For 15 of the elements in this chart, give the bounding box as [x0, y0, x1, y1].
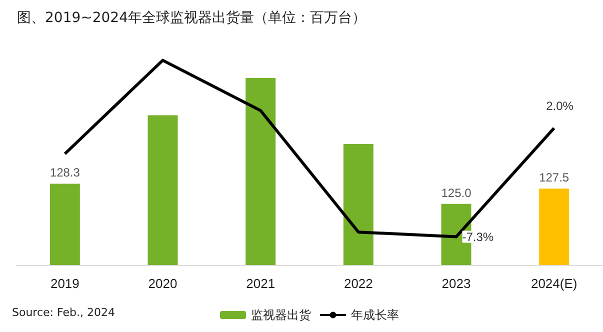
data-label: 125.0 [441, 186, 472, 200]
x-tick-label: 2024(E) [530, 276, 578, 291]
legend-label: 监视器出货 [251, 308, 311, 322]
data-label: 2.0% [546, 99, 574, 114]
data-label: 128.3 [50, 166, 80, 180]
x-tick-label: 2021 [246, 276, 276, 291]
source-note: Source: Feb., 2024 [12, 306, 115, 319]
chart-title: 图、2019~2024年全球监视器出货量（单位：百万台） [17, 10, 366, 26]
data-label: -7.3% [462, 230, 494, 244]
x-tick-label: 2023 [442, 276, 471, 291]
x-tick-label: 2020 [148, 276, 178, 291]
legend-label: 年成长率 [351, 308, 399, 322]
data-label: 127.5 [539, 170, 570, 185]
x-tick-label: 2022 [344, 276, 373, 291]
x-tick-label: 2019 [50, 276, 80, 291]
